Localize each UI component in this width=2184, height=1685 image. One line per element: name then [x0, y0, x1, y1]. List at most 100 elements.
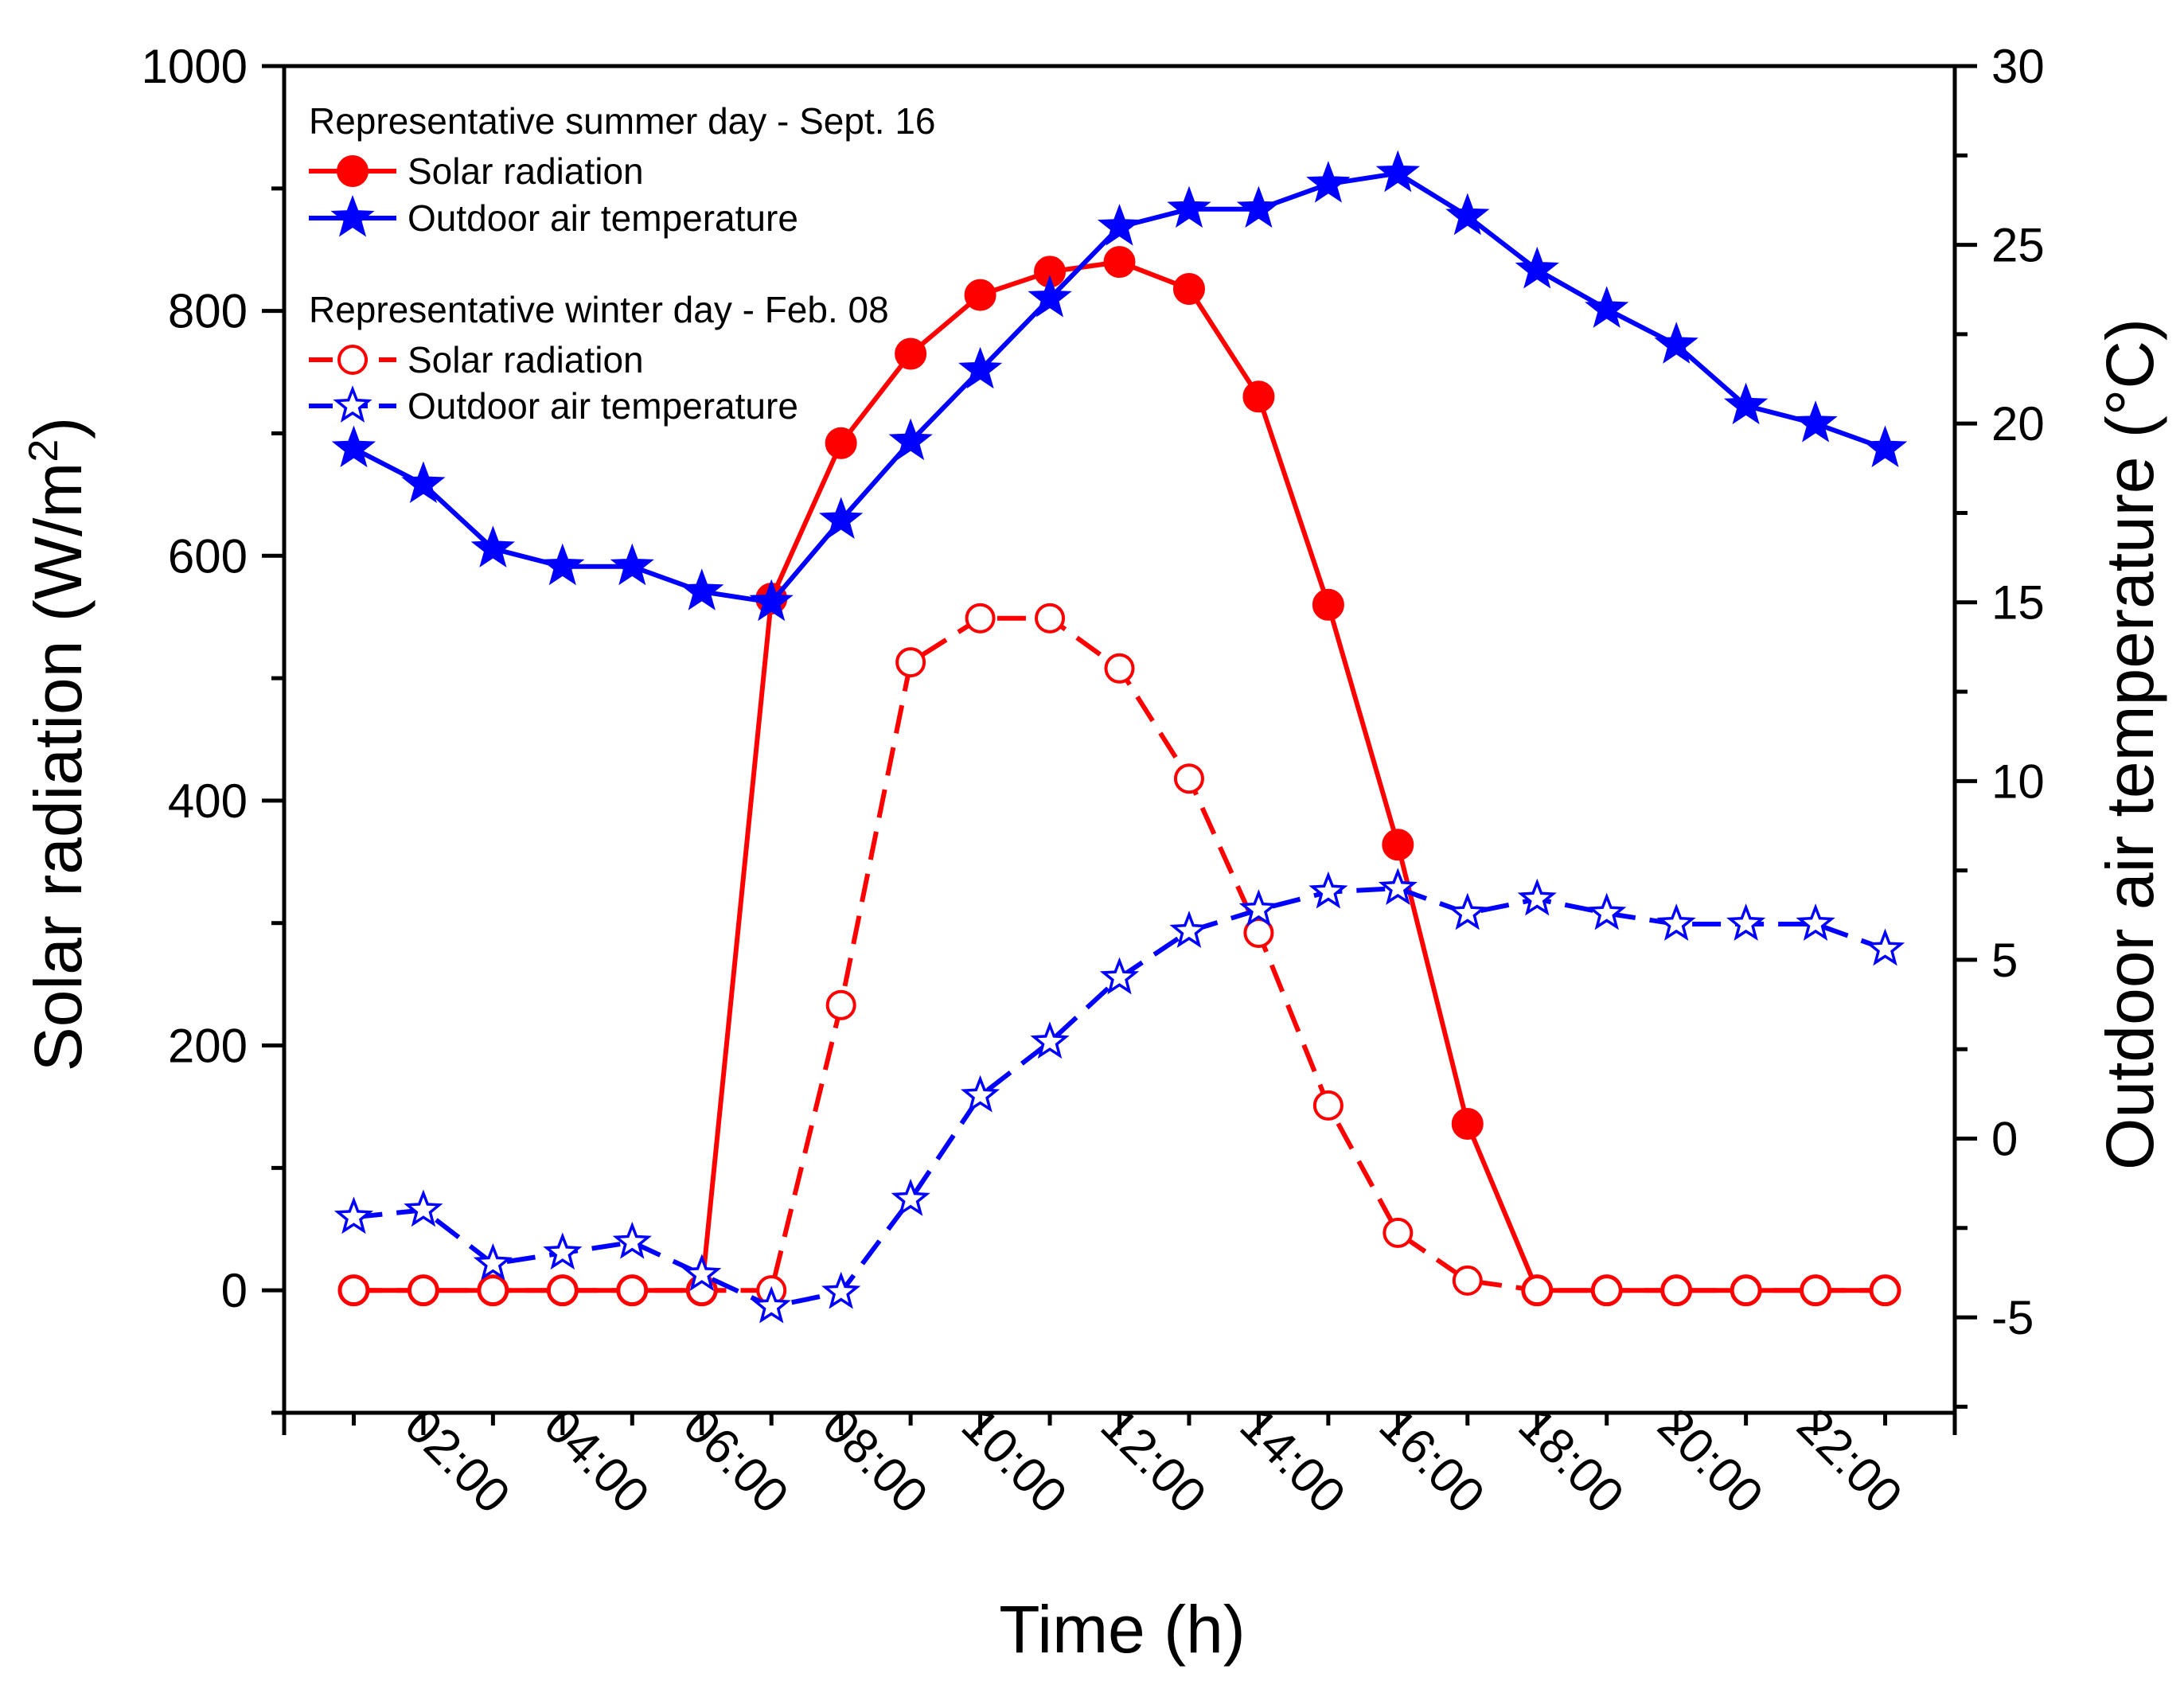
data-point	[1243, 918, 1274, 949]
data-point	[680, 568, 724, 610]
data-point	[965, 603, 996, 634]
y-left-tick-label: 200	[168, 1020, 248, 1073]
legend-marker	[337, 155, 369, 187]
data-point	[470, 525, 515, 568]
data-point	[825, 989, 856, 1020]
y-right-tick-label: 15	[1991, 576, 2045, 630]
data-point	[964, 279, 996, 311]
data-point	[404, 1189, 443, 1227]
x-tick-label: 12:00	[1090, 1398, 1217, 1524]
data-point	[682, 1254, 722, 1292]
legend-label: Outdoor air temperature	[408, 385, 798, 427]
data-point	[1726, 903, 1766, 941]
data-point	[1378, 868, 1418, 906]
data-point	[1796, 903, 1835, 941]
data-point	[895, 647, 926, 678]
y-left-tick-label: 600	[168, 529, 248, 583]
data-point	[1312, 588, 1344, 621]
data-point	[478, 1275, 509, 1306]
data-point	[1104, 653, 1135, 684]
data-point	[610, 543, 654, 586]
data-point	[1587, 892, 1627, 930]
y-left-tick-label: 1000	[142, 40, 248, 93]
series-line	[353, 886, 1886, 1309]
data-point	[1312, 1090, 1344, 1121]
data-point	[1375, 150, 1421, 193]
data-point	[1035, 603, 1066, 634]
legend-label: Outdoor air temperature	[408, 197, 798, 239]
x-tick-label: 14:00	[1230, 1398, 1356, 1524]
legend: Representative summer day - Sept. 16 Sol…	[309, 100, 935, 427]
data-point	[1030, 1021, 1070, 1059]
data-point	[1515, 246, 1559, 289]
y-right-tick-label: 5	[1991, 934, 2018, 987]
legend-entry-winter-air-temperature: Outdoor air temperature	[309, 385, 798, 427]
y-left-axis-title-superscript: 2	[21, 439, 67, 462]
y-left-tick-label: 400	[168, 774, 248, 828]
x-tick-label: 08:00	[812, 1398, 938, 1524]
data-point	[543, 1232, 583, 1270]
y-right-tick-label: 20	[1991, 397, 2045, 451]
data-point	[1099, 957, 1140, 995]
data-point	[1517, 878, 1557, 916]
data-point	[1591, 1275, 1622, 1306]
series-2	[338, 603, 1901, 1306]
y-right-tick-label: 30	[1991, 40, 2045, 93]
y-left-tick-label: 800	[168, 285, 248, 338]
x-tick-label: 18:00	[1507, 1398, 1634, 1524]
legend-summer-header: Representative summer day - Sept. 16	[309, 100, 935, 142]
data-point	[1793, 400, 1838, 443]
data-point	[821, 1271, 861, 1309]
legend-marker	[330, 194, 375, 237]
data-point	[401, 461, 446, 503]
data-point	[1724, 382, 1769, 425]
y-left-axis-title-close: )	[21, 417, 96, 439]
data-point	[1448, 892, 1488, 930]
data-point	[1173, 763, 1204, 794]
data-point	[1236, 185, 1281, 228]
data-point	[1865, 928, 1905, 966]
x-tick-label: 06:00	[673, 1398, 799, 1524]
data-point	[612, 1221, 652, 1259]
data-point	[1730, 1275, 1761, 1306]
data-point	[540, 543, 585, 586]
y-right-tick-label: -5	[1991, 1291, 2034, 1344]
data-point	[1028, 275, 1072, 318]
data-point	[1452, 1265, 1483, 1296]
legend-entry-winter-solar-radiation: Solar radiation	[309, 339, 644, 380]
legend-marker	[333, 385, 372, 423]
data-point	[547, 1275, 578, 1306]
x-tick-label: 04:00	[533, 1398, 660, 1524]
data-point	[1172, 272, 1205, 305]
y-right-tick-label: 25	[1991, 219, 2045, 272]
data-point	[1383, 1217, 1414, 1248]
y-right-tick-label: 10	[1991, 755, 2045, 808]
data-point	[338, 1275, 369, 1306]
y-left-axis-title: Solar radiation (W/m2)	[21, 417, 96, 1071]
y-right-axis-title: Outdoor air temperature (°C)	[2092, 318, 2167, 1170]
data-point	[1661, 1275, 1692, 1306]
legend-label: Solar radiation	[408, 150, 644, 192]
data-point	[895, 337, 927, 370]
data-point	[1167, 185, 1211, 228]
x-tick-label: 20:00	[1647, 1398, 1773, 1524]
data-point	[1800, 1275, 1831, 1306]
x-tick-label: 10:00	[951, 1398, 1078, 1524]
x-tick-label: 22:00	[1786, 1398, 1913, 1524]
legend-entry-summer-solar-radiation: Solar radiation	[309, 150, 644, 192]
x-axis-ticks: 02:00 04:00 06:00 08:00 10:00 12:00 14:00 16:00…	[282, 1398, 1957, 1524]
data-point	[891, 1178, 930, 1216]
data-point	[1870, 1275, 1901, 1306]
series-1	[331, 150, 1908, 622]
data-point	[958, 346, 1003, 389]
data-point	[1306, 161, 1351, 203]
legend-entry-summer-air-temperature: Outdoor air temperature	[309, 194, 798, 239]
data-point	[1308, 871, 1348, 909]
data-point	[331, 425, 376, 468]
data-point	[1103, 246, 1136, 279]
data-point	[1238, 889, 1279, 926]
y-left-axis-ticks: 0 200 400 600 800 1000	[142, 40, 284, 1415]
data-point	[1169, 911, 1209, 948]
series-layer	[331, 150, 1908, 1324]
legend-label: Solar radiation	[408, 339, 644, 380]
